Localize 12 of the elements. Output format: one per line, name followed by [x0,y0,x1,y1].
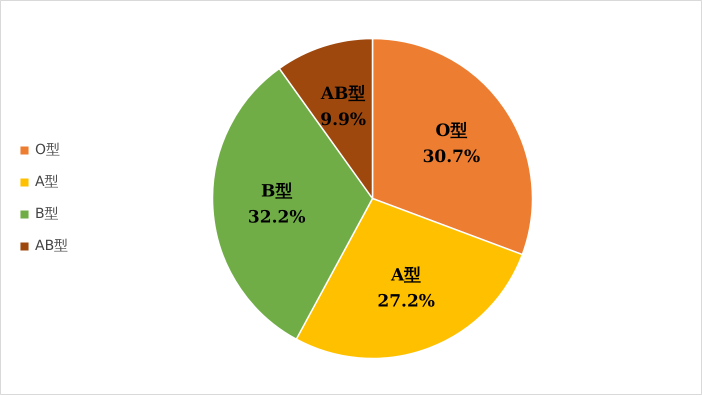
slice-label: AB型 [320,84,366,104]
slice-label: O型 [435,120,468,141]
legend-label: A型 [35,172,59,190]
legend-label: AB型 [35,236,68,254]
slice-label: A型 [390,265,422,286]
data-label: 32.2% [248,208,306,228]
data-label: 30.7% [422,146,480,167]
legend-label: B型 [35,204,59,222]
slice-label: B型 [261,182,292,202]
data-label: 9.9% [320,110,366,130]
data-label: 27.2% [377,291,435,312]
legend-label: O型 [35,140,60,158]
